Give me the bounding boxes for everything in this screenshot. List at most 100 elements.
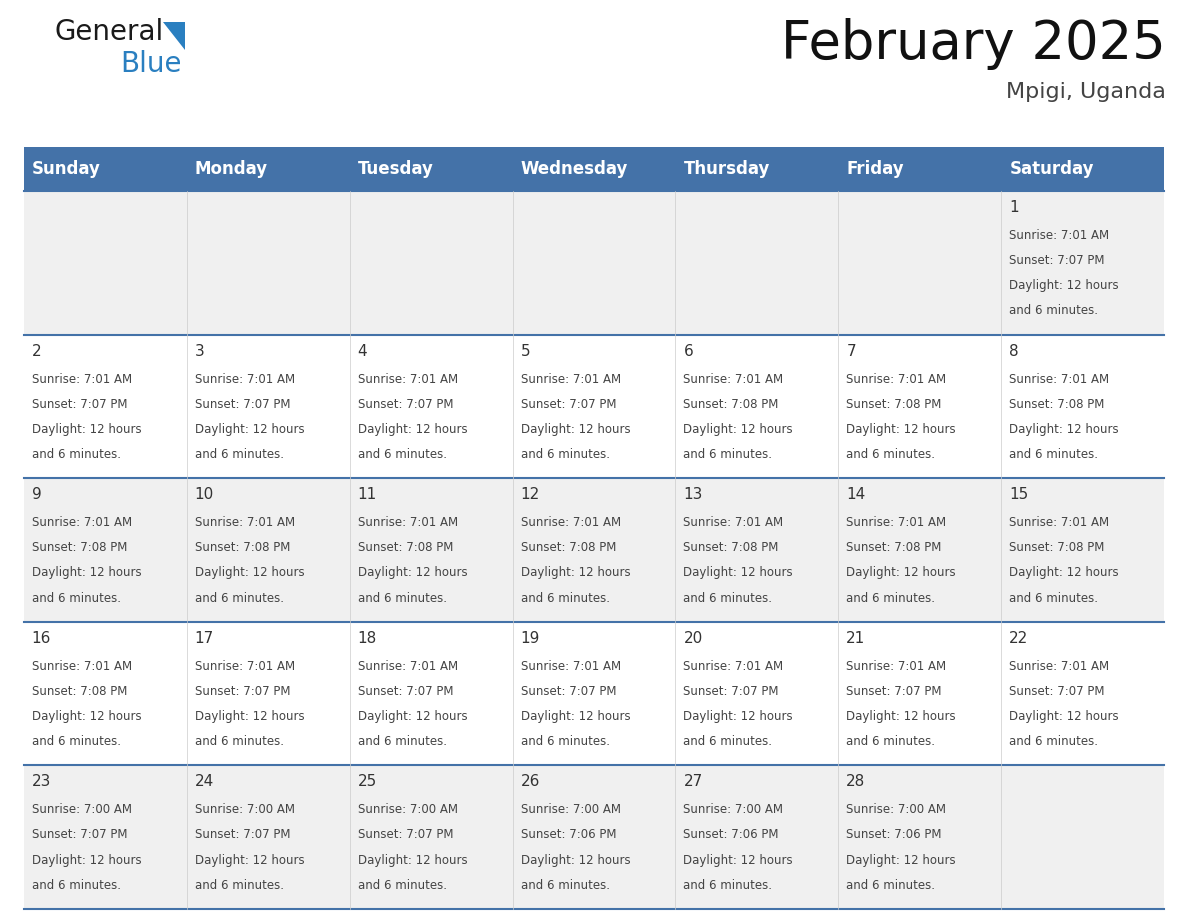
Text: 13: 13 [683, 487, 703, 502]
Text: and 6 minutes.: and 6 minutes. [683, 879, 772, 891]
Text: Sunrise: 7:01 AM: Sunrise: 7:01 AM [846, 516, 947, 529]
Text: Sunset: 7:07 PM: Sunset: 7:07 PM [1010, 685, 1105, 698]
Bar [24, 478, 1164, 621]
Text: Daylight: 12 hours: Daylight: 12 hours [683, 854, 794, 867]
Text: Daylight: 12 hours: Daylight: 12 hours [32, 423, 141, 436]
Text: Sunrise: 7:01 AM: Sunrise: 7:01 AM [1010, 229, 1110, 242]
Text: Sunday: Sunday [32, 160, 101, 178]
Text: Daylight: 12 hours: Daylight: 12 hours [358, 566, 467, 579]
Text: Sunset: 7:07 PM: Sunset: 7:07 PM [1010, 254, 1105, 267]
Bar [349, 147, 512, 191]
Text: Sunset: 7:07 PM: Sunset: 7:07 PM [683, 685, 779, 698]
Text: Blue: Blue [120, 50, 182, 78]
Text: Sunset: 7:06 PM: Sunset: 7:06 PM [846, 828, 942, 842]
Text: 25: 25 [358, 775, 377, 789]
Text: and 6 minutes.: and 6 minutes. [520, 448, 609, 461]
Text: General: General [55, 18, 164, 46]
Text: and 6 minutes.: and 6 minutes. [520, 879, 609, 891]
Text: Sunrise: 7:01 AM: Sunrise: 7:01 AM [32, 516, 132, 529]
Text: Sunrise: 7:01 AM: Sunrise: 7:01 AM [195, 516, 295, 529]
Text: Daylight: 12 hours: Daylight: 12 hours [520, 566, 630, 579]
Text: Sunrise: 7:01 AM: Sunrise: 7:01 AM [32, 660, 132, 673]
Text: and 6 minutes.: and 6 minutes. [683, 735, 772, 748]
Text: 16: 16 [32, 631, 51, 645]
Text: Sunrise: 7:01 AM: Sunrise: 7:01 AM [520, 373, 620, 386]
Text: Sunrise: 7:01 AM: Sunrise: 7:01 AM [683, 660, 784, 673]
Text: and 6 minutes.: and 6 minutes. [32, 879, 121, 891]
Text: Sunset: 7:07 PM: Sunset: 7:07 PM [846, 685, 942, 698]
Text: 12: 12 [520, 487, 539, 502]
Text: and 6 minutes.: and 6 minutes. [358, 879, 447, 891]
Text: Sunset: 7:08 PM: Sunset: 7:08 PM [358, 542, 453, 554]
Text: and 6 minutes.: and 6 minutes. [195, 735, 284, 748]
Text: February 2025: February 2025 [782, 18, 1165, 70]
Bar [24, 191, 1164, 334]
Bar [24, 621, 1164, 766]
Text: Daylight: 12 hours: Daylight: 12 hours [683, 423, 794, 436]
Text: and 6 minutes.: and 6 minutes. [32, 735, 121, 748]
Text: Daylight: 12 hours: Daylight: 12 hours [1010, 710, 1119, 723]
Text: Sunset: 7:07 PM: Sunset: 7:07 PM [195, 685, 290, 698]
Text: Daylight: 12 hours: Daylight: 12 hours [195, 566, 304, 579]
Text: and 6 minutes.: and 6 minutes. [1010, 591, 1098, 605]
Bar [676, 147, 839, 191]
Text: Sunset: 7:07 PM: Sunset: 7:07 PM [32, 397, 127, 410]
Text: Daylight: 12 hours: Daylight: 12 hours [358, 423, 467, 436]
Text: and 6 minutes.: and 6 minutes. [32, 448, 121, 461]
Text: 17: 17 [195, 631, 214, 645]
Text: Daylight: 12 hours: Daylight: 12 hours [1010, 279, 1119, 292]
Text: and 6 minutes.: and 6 minutes. [1010, 448, 1098, 461]
Text: Mpigi, Uganda: Mpigi, Uganda [1006, 82, 1165, 102]
Text: Daylight: 12 hours: Daylight: 12 hours [195, 854, 304, 867]
Polygon shape [163, 22, 185, 50]
Text: Daylight: 12 hours: Daylight: 12 hours [358, 710, 467, 723]
Text: Sunrise: 7:01 AM: Sunrise: 7:01 AM [358, 660, 457, 673]
Bar [187, 147, 349, 191]
Text: Sunset: 7:08 PM: Sunset: 7:08 PM [683, 397, 779, 410]
Text: and 6 minutes.: and 6 minutes. [358, 448, 447, 461]
Text: Sunset: 7:07 PM: Sunset: 7:07 PM [195, 828, 290, 842]
Text: Sunset: 7:07 PM: Sunset: 7:07 PM [195, 397, 290, 410]
Text: Sunrise: 7:01 AM: Sunrise: 7:01 AM [683, 516, 784, 529]
Text: Daylight: 12 hours: Daylight: 12 hours [1010, 423, 1119, 436]
Text: Sunrise: 7:00 AM: Sunrise: 7:00 AM [32, 803, 132, 816]
Text: Wednesday: Wednesday [520, 160, 628, 178]
Text: Daylight: 12 hours: Daylight: 12 hours [683, 710, 794, 723]
Text: 11: 11 [358, 487, 377, 502]
Text: and 6 minutes.: and 6 minutes. [846, 591, 935, 605]
Text: Sunset: 7:08 PM: Sunset: 7:08 PM [683, 542, 779, 554]
Text: 6: 6 [683, 343, 693, 359]
Text: and 6 minutes.: and 6 minutes. [195, 591, 284, 605]
Text: and 6 minutes.: and 6 minutes. [358, 735, 447, 748]
Text: Sunrise: 7:01 AM: Sunrise: 7:01 AM [32, 373, 132, 386]
Text: 19: 19 [520, 631, 539, 645]
Text: 24: 24 [195, 775, 214, 789]
Text: Sunset: 7:08 PM: Sunset: 7:08 PM [32, 542, 127, 554]
Text: Sunset: 7:07 PM: Sunset: 7:07 PM [32, 828, 127, 842]
Text: Daylight: 12 hours: Daylight: 12 hours [683, 566, 794, 579]
Text: Sunrise: 7:01 AM: Sunrise: 7:01 AM [195, 373, 295, 386]
Text: 20: 20 [683, 631, 702, 645]
Bar [24, 766, 1164, 909]
Text: Sunset: 7:07 PM: Sunset: 7:07 PM [520, 685, 617, 698]
Text: Sunset: 7:08 PM: Sunset: 7:08 PM [846, 542, 942, 554]
Bar [24, 147, 187, 191]
Bar [1001, 147, 1164, 191]
Text: Sunset: 7:07 PM: Sunset: 7:07 PM [358, 828, 453, 842]
Text: Daylight: 12 hours: Daylight: 12 hours [520, 854, 630, 867]
Text: and 6 minutes.: and 6 minutes. [520, 735, 609, 748]
Text: Daylight: 12 hours: Daylight: 12 hours [846, 423, 956, 436]
Text: and 6 minutes.: and 6 minutes. [1010, 305, 1098, 318]
Text: Friday: Friday [846, 160, 904, 178]
Text: Daylight: 12 hours: Daylight: 12 hours [846, 566, 956, 579]
Text: 23: 23 [32, 775, 51, 789]
Text: Daylight: 12 hours: Daylight: 12 hours [520, 423, 630, 436]
Text: 1: 1 [1010, 200, 1019, 215]
Text: Sunrise: 7:01 AM: Sunrise: 7:01 AM [520, 660, 620, 673]
Text: and 6 minutes.: and 6 minutes. [195, 448, 284, 461]
Text: Daylight: 12 hours: Daylight: 12 hours [358, 854, 467, 867]
Bar [839, 147, 1001, 191]
Text: 3: 3 [195, 343, 204, 359]
Text: Sunset: 7:06 PM: Sunset: 7:06 PM [683, 828, 779, 842]
Text: Sunrise: 7:00 AM: Sunrise: 7:00 AM [683, 803, 783, 816]
